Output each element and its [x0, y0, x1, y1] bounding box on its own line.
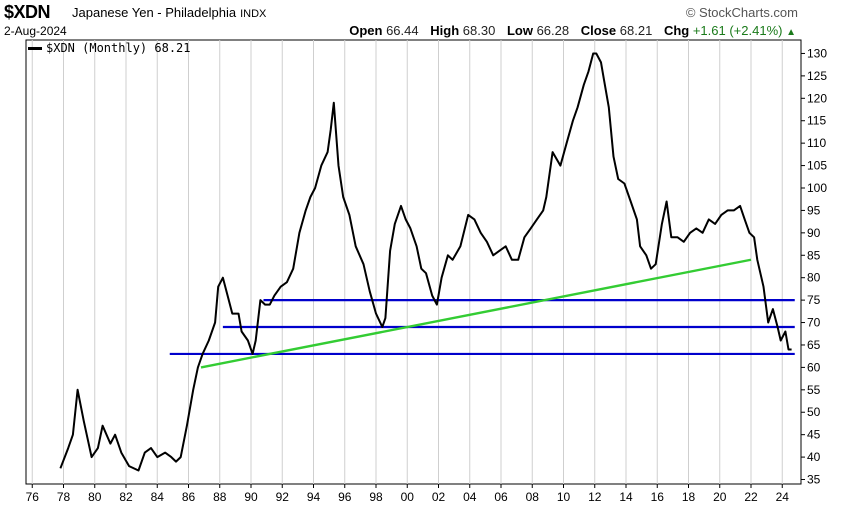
- x-tick-label: 84: [151, 490, 165, 504]
- price-series: [59, 52, 792, 472]
- up-triangle-icon: ▲: [786, 27, 796, 38]
- x-tick-label: 00: [401, 490, 415, 504]
- chart-date: 2-Aug-2024: [4, 24, 67, 38]
- x-tick-label: 08: [526, 490, 540, 504]
- y-tick-label: 90: [807, 226, 821, 240]
- x-tick-label: 94: [307, 490, 321, 504]
- security-name: Japanese Yen - Philadelphia INDX: [72, 5, 266, 20]
- y-tick-label: 125: [807, 69, 827, 83]
- high-value: 68.30: [462, 23, 496, 38]
- x-tick-label: 16: [651, 490, 665, 504]
- close-label: Close: [580, 23, 617, 38]
- low-value: 66.28: [536, 23, 570, 38]
- price-line[interactable]: [59, 52, 792, 472]
- change-label: Chg: [663, 23, 690, 38]
- y-tick-label: 95: [807, 203, 821, 217]
- x-tick-label: 12: [588, 490, 602, 504]
- legend-label: $XDN (Monthly) 68.21: [46, 41, 191, 55]
- y-tick-label: 45: [807, 428, 821, 442]
- y-tick-label: 65: [807, 338, 821, 352]
- low-label: Low: [506, 23, 533, 38]
- x-tick-label: 02: [432, 490, 446, 504]
- open-label: Open: [349, 23, 383, 38]
- y-tick-label: 55: [807, 383, 821, 397]
- x-tick-label: 90: [244, 490, 258, 504]
- high-label: High: [430, 23, 460, 38]
- x-tick-label: 88: [213, 490, 227, 504]
- x-tick-label: 78: [57, 490, 71, 504]
- y-tick-label: 40: [807, 450, 821, 464]
- legend-swatch: [28, 47, 42, 50]
- x-axis: 76 78 80 82 84 86 88 90 92 94 96 98 00 02 04 06 08 10 12 14…: [26, 484, 790, 504]
- x-tick-label: 24: [776, 490, 790, 504]
- y-tick-label: 100: [807, 181, 827, 195]
- ticker-symbol[interactable]: $XDN: [4, 2, 51, 22]
- x-tick-label: 04: [463, 490, 477, 504]
- y-tick-label: 60: [807, 360, 821, 374]
- x-tick-label: 80: [88, 490, 102, 504]
- x-tick-label: 92: [276, 490, 290, 504]
- trend-lines: [200, 258, 752, 369]
- x-tick-label: 10: [557, 490, 571, 504]
- chart-legend: $XDN (Monthly) 68.21: [28, 41, 191, 55]
- x-tick-label: 06: [494, 490, 508, 504]
- y-tick-label: 80: [807, 271, 821, 285]
- x-tick-label: 76: [26, 490, 40, 504]
- grid-layer: [31, 40, 783, 484]
- y-tick-label: 75: [807, 293, 821, 307]
- y-tick-label: 85: [807, 248, 821, 262]
- exchange-label: INDX: [240, 8, 267, 20]
- y-tick-label: 70: [807, 316, 821, 330]
- y-tick-label: 110: [807, 136, 826, 150]
- plot-area: [25, 39, 802, 485]
- y-tick-label: 120: [807, 91, 827, 105]
- close-value: 68.21: [619, 23, 653, 38]
- y-tick-label: 50: [807, 405, 821, 419]
- x-tick-label: 82: [119, 490, 133, 504]
- y-axis: 35 40 45 50 55 60 65 70 75 80 85 90 95 100 105 110 115 12…: [801, 46, 827, 487]
- security-name-text: Japanese Yen - Philadelphia: [72, 5, 237, 20]
- x-tick-label: 14: [619, 490, 633, 504]
- x-tick-label: 98: [369, 490, 383, 504]
- x-tick-label: 86: [182, 490, 196, 504]
- x-tick-label: 96: [338, 490, 352, 504]
- x-tick-label: 22: [744, 490, 758, 504]
- chart-header: $XDN Japanese Yen - Philadelphia INDX 2-A…: [0, 0, 848, 40]
- trend-line: [200, 258, 752, 369]
- open-value: 66.44: [386, 23, 419, 38]
- y-tick-label: 115: [807, 114, 826, 128]
- brand-logo[interactable]: © StockCharts.com: [685, 5, 798, 20]
- x-tick-label: 20: [713, 490, 727, 504]
- x-tick-label: 18: [682, 490, 696, 504]
- y-tick-label: 105: [807, 159, 827, 173]
- y-tick-label: 35: [807, 473, 821, 487]
- ohlc-readout: Open 66.44 High 68.30 Low 66.28 Close 68…: [349, 23, 796, 38]
- change-value: +1.61 (+2.41%): [692, 23, 783, 38]
- y-tick-label: 130: [807, 46, 827, 60]
